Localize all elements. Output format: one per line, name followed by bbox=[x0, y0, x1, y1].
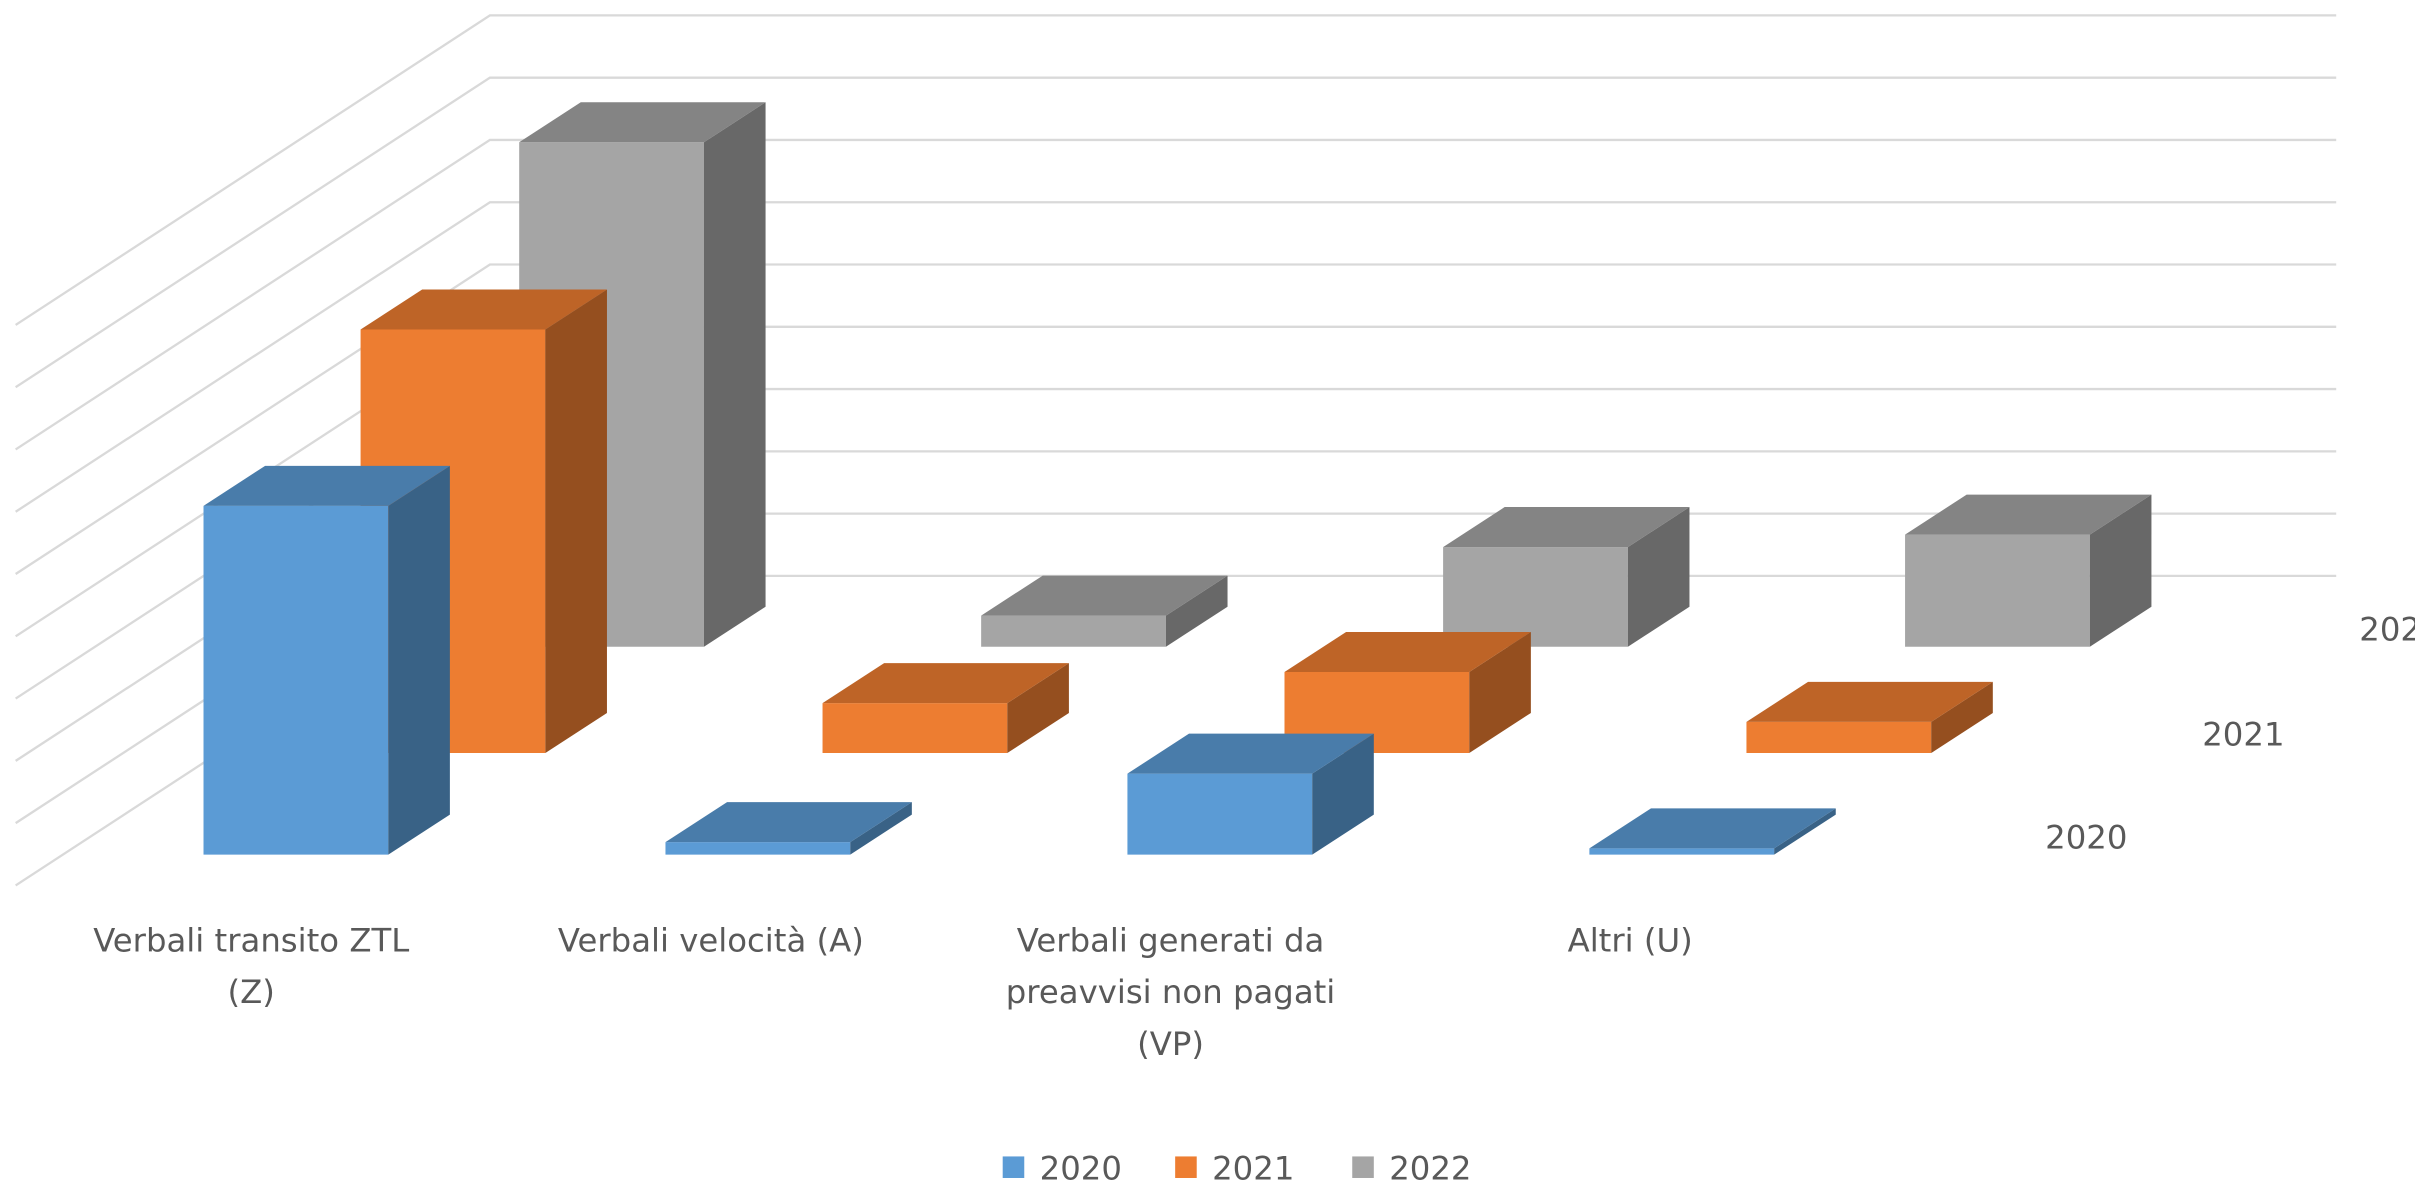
bar-side bbox=[1007, 663, 1069, 753]
legend-swatch bbox=[1175, 1156, 1197, 1178]
bar-side bbox=[1165, 575, 1228, 647]
bar-side bbox=[1627, 507, 1690, 647]
x-tick-label: Verbali generati da preavvisi non pagati(… bbox=[1006, 922, 1336, 1063]
bar bbox=[1589, 808, 1836, 855]
grid-line bbox=[15, 263, 2337, 575]
bar-front bbox=[203, 505, 389, 855]
bar bbox=[981, 575, 1228, 647]
bar-top bbox=[1589, 808, 1836, 849]
bar-top bbox=[519, 102, 766, 143]
legend-label: 2021 bbox=[1212, 1150, 1294, 1188]
legend-swatch bbox=[1002, 1156, 1025, 1178]
bar-front bbox=[665, 842, 851, 855]
bar-side bbox=[703, 102, 766, 647]
bar-top bbox=[1443, 507, 1690, 548]
bar-top bbox=[665, 802, 912, 843]
legend-swatch bbox=[1352, 1156, 1374, 1178]
bar-side bbox=[388, 465, 450, 855]
depth-label: 2020 bbox=[2045, 818, 2127, 856]
bar-side bbox=[2089, 494, 2152, 647]
legend-label: 2022 bbox=[1389, 1150, 1471, 1188]
bar-top bbox=[1746, 681, 1993, 722]
bar-front bbox=[1127, 773, 1313, 855]
bar-front bbox=[981, 615, 1166, 647]
bar-side bbox=[850, 802, 912, 855]
depth-label: 2022 bbox=[2359, 611, 2415, 649]
bar bbox=[1284, 631, 1531, 753]
bar-top bbox=[981, 575, 1228, 616]
bar-front bbox=[1746, 721, 1932, 753]
bar-top bbox=[1905, 494, 2152, 535]
bar bbox=[1443, 507, 1690, 647]
bar bbox=[822, 663, 1069, 753]
bar-side bbox=[1469, 631, 1531, 753]
x-tick-label: Altri (U) bbox=[1568, 922, 1693, 960]
bar-front bbox=[1443, 547, 1628, 647]
bar-side bbox=[1774, 808, 1836, 855]
grid-line bbox=[15, 201, 2337, 513]
bar bbox=[1746, 681, 1993, 753]
bar bbox=[1905, 494, 2152, 647]
grid-line bbox=[15, 76, 2337, 389]
bar-front bbox=[822, 703, 1008, 753]
bar-side bbox=[545, 289, 607, 753]
bar bbox=[665, 802, 912, 855]
bar-top bbox=[360, 289, 607, 330]
bar-side bbox=[1312, 733, 1374, 855]
bar-top bbox=[1284, 631, 1531, 673]
bar-front bbox=[1589, 848, 1775, 855]
depth-label: 2021 bbox=[2202, 715, 2284, 753]
x-tick-label: Verbali velocità (A) bbox=[558, 922, 864, 960]
bar-front bbox=[1905, 534, 2090, 647]
grid-line bbox=[15, 14, 2337, 326]
bar-front bbox=[1284, 672, 1470, 753]
x-tick-label: Verbali transito ZTL (Z) bbox=[93, 922, 409, 1012]
bar bbox=[1127, 733, 1374, 855]
bar-top bbox=[1127, 733, 1374, 774]
grid-line bbox=[15, 138, 2337, 451]
bar-side bbox=[1931, 681, 1993, 753]
bar bbox=[203, 465, 450, 855]
bar-top bbox=[822, 663, 1069, 704]
legend-label: 2020 bbox=[1040, 1150, 1122, 1188]
bar-top bbox=[203, 465, 450, 506]
